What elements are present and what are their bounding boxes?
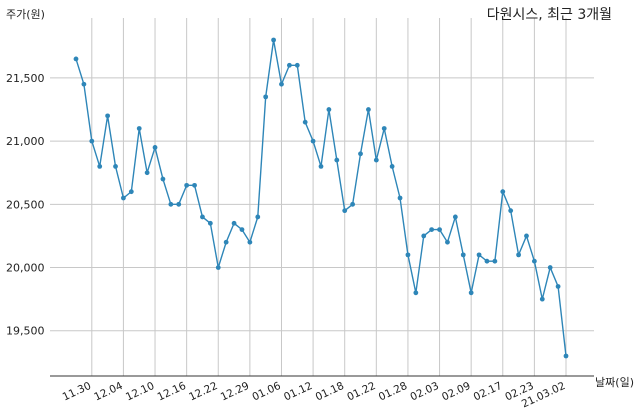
x-tick-labels: 11.30 12.04 12.10 12.16 12.22 12.29 01.06 01.12… (61, 380, 568, 411)
x-gridlines (91, 18, 567, 376)
data-point (524, 233, 529, 239)
data-point (334, 157, 340, 163)
data-point (286, 62, 292, 68)
x-tick-label: 01.06 (250, 380, 283, 404)
data-point (294, 62, 300, 68)
y-tick-label: 19,500 (6, 325, 45, 338)
x-tick-label: 12.04 (92, 380, 125, 404)
data-point (445, 239, 450, 245)
data-point (105, 113, 111, 119)
data-point (476, 252, 482, 258)
y-gridlines (50, 77, 594, 332)
data-point (136, 126, 142, 131)
data-point (200, 214, 205, 220)
data-point (160, 176, 166, 182)
data-point (350, 201, 356, 207)
data-point (231, 220, 237, 226)
x-axis-label: 날짜(일) (595, 376, 634, 389)
data-point (437, 227, 442, 233)
data-point (366, 107, 371, 112)
data-point (468, 290, 474, 296)
x-tick-label: 01.22 (345, 380, 377, 404)
data-point (89, 138, 95, 144)
data-point (81, 81, 87, 87)
data-point (539, 296, 545, 302)
x-tick-label: 02.17 (472, 380, 504, 404)
data-point (113, 164, 118, 169)
data-point (484, 258, 490, 264)
data-point (500, 189, 506, 195)
x-tick-label: 02.03 (408, 380, 440, 404)
x-tick-label: 11.30 (61, 380, 93, 404)
x-tick-label: 02.09 (440, 380, 472, 404)
data-point (492, 258, 498, 264)
data-point (452, 214, 458, 220)
y-tick-label: 21,500 (6, 72, 45, 85)
data-point (128, 189, 134, 195)
data-point (460, 252, 466, 258)
data-point (413, 290, 419, 296)
y-tick-label: 20,000 (6, 262, 45, 275)
y-tick-labels: 19,500 20,000 20,500 21,000 21,500 (6, 72, 45, 338)
data-point (429, 227, 435, 233)
data-point (223, 239, 229, 245)
data-point (207, 220, 213, 226)
data-point (508, 208, 514, 214)
data-point (279, 81, 284, 87)
data-point (247, 239, 253, 245)
x-tick-label: 12.22 (187, 380, 219, 404)
data-point (516, 252, 521, 258)
data-point (184, 182, 190, 188)
chart-title: 다원시스, 최근 3개월 (486, 7, 612, 23)
data-point (405, 252, 411, 258)
x-tick-label: 12.16 (156, 380, 189, 404)
data-point (215, 265, 221, 270)
data-point (555, 284, 561, 289)
data-point (302, 119, 308, 125)
x-tick-label: 01.18 (314, 380, 346, 404)
data-point (381, 126, 387, 131)
data-point (121, 195, 126, 201)
data-point (144, 170, 150, 176)
data-point (358, 151, 363, 157)
price-points (73, 37, 569, 359)
data-point (73, 56, 79, 62)
data-point (271, 37, 276, 43)
data-point (342, 208, 348, 214)
data-point (531, 258, 537, 264)
data-point (255, 214, 261, 220)
data-point (176, 201, 182, 207)
data-point (547, 265, 553, 270)
data-point (326, 107, 332, 112)
data-point (397, 195, 403, 201)
data-point (563, 353, 569, 359)
x-tick-label: 01.12 (282, 380, 314, 404)
x-tick-label: 12.29 (219, 380, 251, 404)
x-tick-label: 12.10 (124, 380, 156, 404)
data-point (421, 233, 427, 239)
data-point (389, 164, 395, 169)
data-point (373, 157, 379, 163)
data-point (97, 164, 103, 169)
y-axis-label: 주가(원) (6, 8, 45, 21)
data-point (168, 201, 174, 207)
data-point (263, 94, 269, 100)
x-tick-label: 01.28 (377, 380, 409, 404)
data-point (152, 145, 158, 150)
y-tick-label: 20,500 (6, 198, 45, 211)
y-tick-label: 21,000 (6, 135, 45, 148)
data-point (318, 164, 324, 169)
data-point (192, 182, 197, 188)
price-line (75, 39, 567, 357)
data-point (239, 227, 245, 233)
data-point (310, 138, 316, 144)
